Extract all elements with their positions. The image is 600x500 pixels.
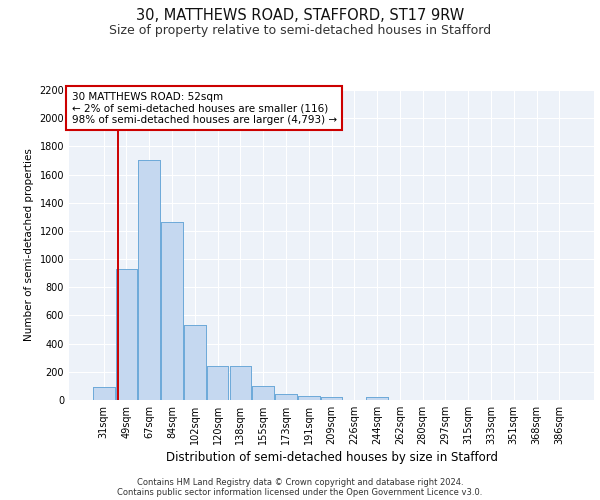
Text: Size of property relative to semi-detached houses in Stafford: Size of property relative to semi-detach…: [109, 24, 491, 37]
Bar: [184, 326, 206, 400]
Text: Contains public sector information licensed under the Open Government Licence v3: Contains public sector information licen…: [118, 488, 482, 497]
Bar: [320, 397, 343, 400]
Bar: [366, 397, 388, 400]
Bar: [139, 160, 160, 400]
Bar: [93, 388, 115, 400]
X-axis label: Distribution of semi-detached houses by size in Stafford: Distribution of semi-detached houses by …: [166, 451, 497, 464]
Bar: [184, 326, 206, 400]
Text: 30, MATTHEWS ROAD, STAFFORD, ST17 9RW: 30, MATTHEWS ROAD, STAFFORD, ST17 9RW: [136, 8, 464, 23]
Y-axis label: Number of semi-detached properties: Number of semi-detached properties: [24, 148, 34, 342]
Bar: [275, 394, 297, 400]
Bar: [161, 222, 183, 400]
Bar: [366, 397, 388, 400]
Bar: [116, 269, 137, 400]
Bar: [116, 269, 137, 400]
Bar: [275, 394, 297, 400]
Bar: [93, 388, 115, 400]
Bar: [298, 396, 320, 400]
Bar: [207, 366, 229, 400]
Bar: [230, 366, 251, 400]
Bar: [298, 396, 320, 400]
Text: Contains HM Land Registry data © Crown copyright and database right 2024.: Contains HM Land Registry data © Crown c…: [137, 478, 463, 487]
Bar: [161, 222, 183, 400]
Bar: [139, 160, 160, 400]
Bar: [253, 386, 274, 400]
Bar: [253, 386, 274, 400]
Bar: [230, 366, 251, 400]
Bar: [320, 397, 343, 400]
Bar: [207, 366, 229, 400]
Text: 30 MATTHEWS ROAD: 52sqm
← 2% of semi-detached houses are smaller (116)
98% of se: 30 MATTHEWS ROAD: 52sqm ← 2% of semi-det…: [71, 92, 337, 124]
